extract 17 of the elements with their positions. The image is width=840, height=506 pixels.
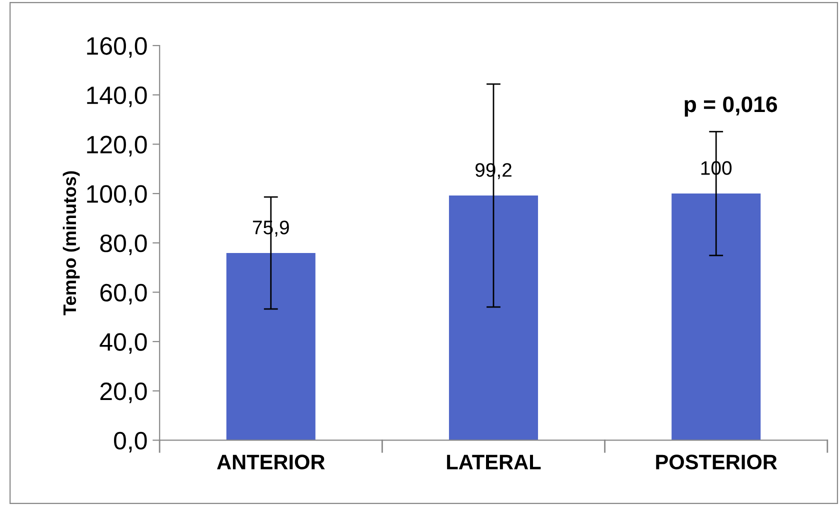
x-tick-label: ANTERIOR (217, 454, 325, 470)
bar (448, 196, 538, 440)
x-tick-label: POSTERIOR (656, 454, 778, 470)
y-tick-label: 60,0 (100, 284, 147, 304)
y-tick-label: 100,0 (87, 185, 147, 206)
y-axis-title: Tempo (minutos) (62, 171, 80, 316)
x-tick-label: LATERAL (447, 454, 541, 470)
bar (226, 252, 316, 440)
annotation: p = 0,016 (684, 96, 778, 117)
y-tick-label: 20,0 (100, 382, 147, 404)
y-tick-label: 140,0 (87, 86, 147, 108)
y-tick-label: 120,0 (87, 136, 147, 156)
y-tick-label: 40,0 (100, 333, 147, 354)
y-tick-label: 80,0 (100, 234, 147, 256)
y-tick-label: 160,0 (87, 37, 147, 58)
y-tick-label: 0,0 (114, 432, 147, 452)
bar (672, 194, 761, 440)
